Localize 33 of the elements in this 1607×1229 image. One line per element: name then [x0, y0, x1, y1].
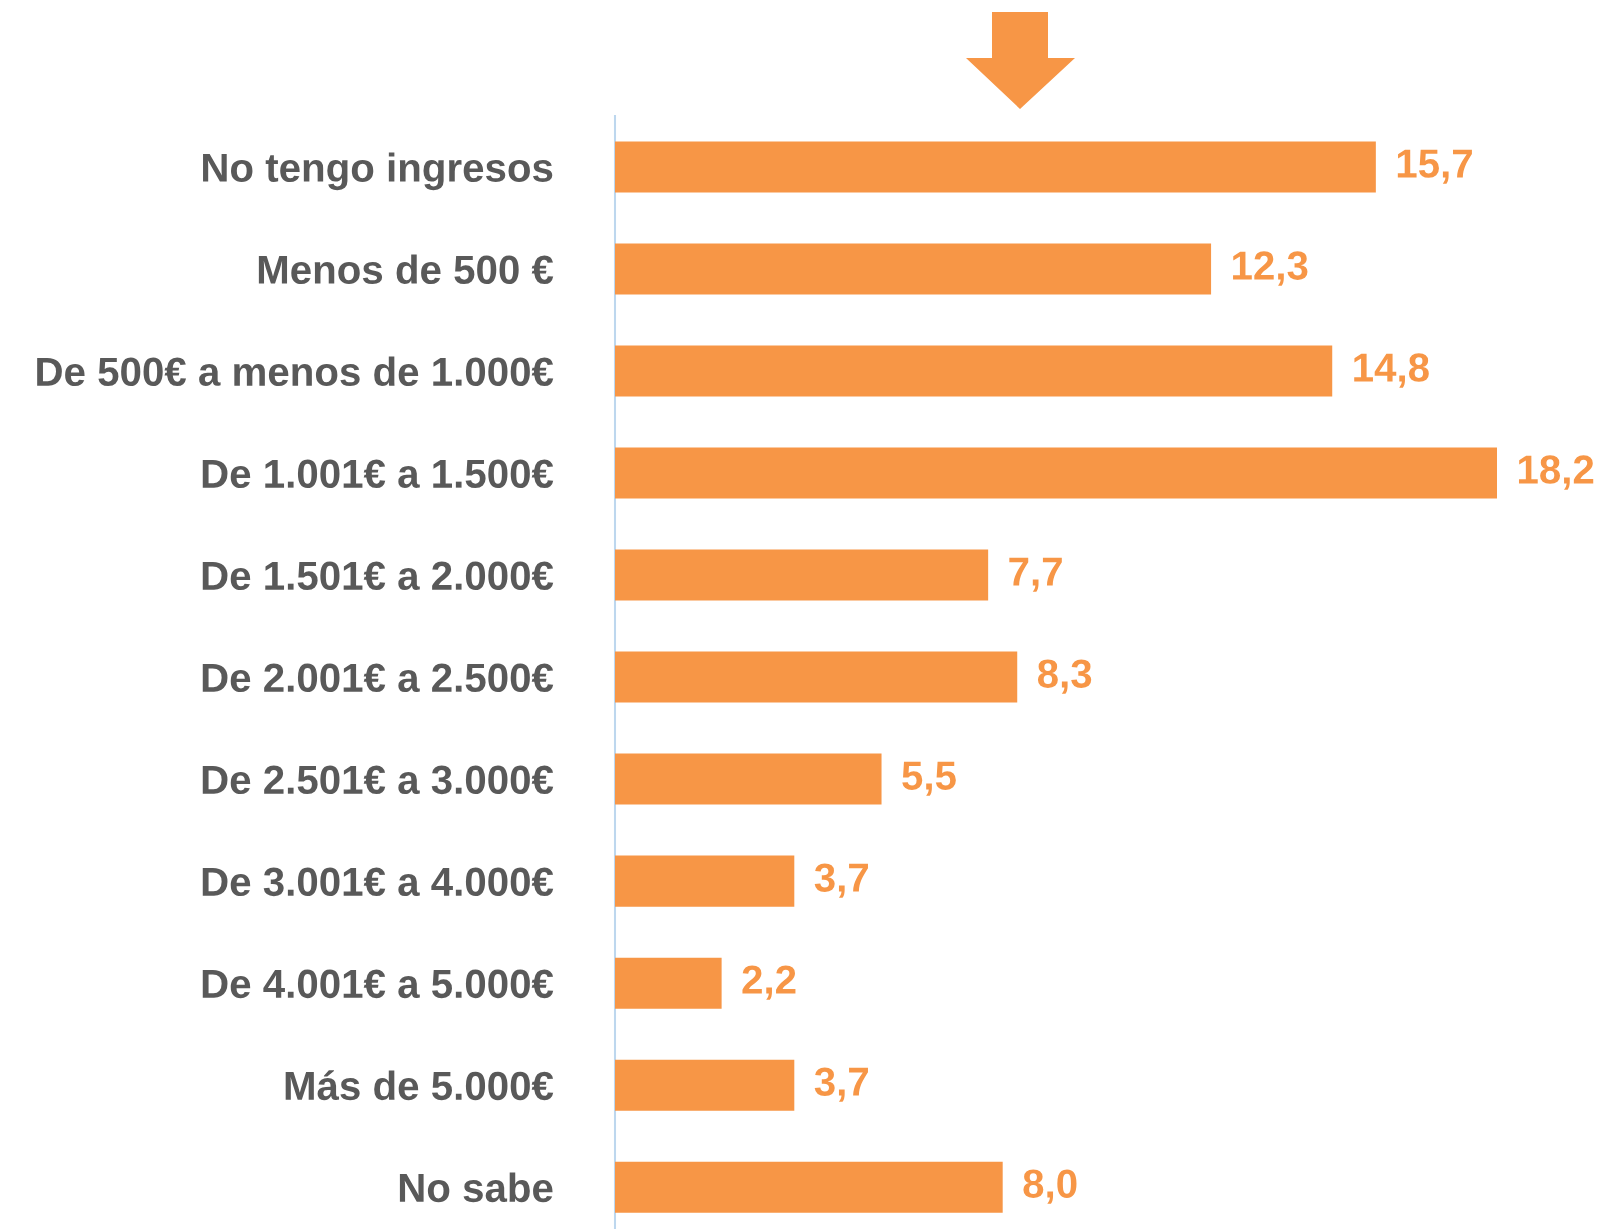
bar: [615, 141, 1376, 193]
data-label: 15,7: [1397, 149, 1472, 184]
y-tick-label: De 1.501€ a 2.000€: [202, 561, 554, 591]
bar: [615, 855, 795, 907]
bar: [615, 753, 882, 805]
data-label: 3,7: [814, 863, 868, 898]
y-tick-label: De 2.501€ a 3.000€: [202, 765, 554, 795]
bar: [615, 651, 1018, 703]
data-label: 12,3: [1233, 251, 1308, 286]
bar: [615, 549, 989, 601]
data-label: 14,8: [1354, 353, 1429, 388]
bar: [615, 243, 1212, 295]
data-label: 8,3: [1037, 659, 1092, 694]
y-tick-label: No sabe: [399, 1172, 553, 1203]
data-label: 2,2: [742, 965, 796, 1000]
bar: [615, 957, 722, 1009]
data-label: 8,0: [1023, 1169, 1077, 1204]
bar: [615, 1059, 795, 1111]
bar: [615, 345, 1333, 397]
y-tick-label: Más de 5.000€: [285, 1070, 554, 1101]
bar: [615, 447, 1497, 499]
y-tick-label: De 4.001€ a 5.000€: [202, 969, 554, 999]
y-tick-label: No tengo ingresos: [203, 152, 553, 191]
y-tick-label: De 3.001€ a 4.000€: [202, 867, 554, 897]
y-tick-label: De 500€ a menos de 1.000€: [37, 356, 554, 387]
data-label: 5,5: [902, 761, 956, 796]
y-tick-label: De 1.001€ a 1.500€: [202, 459, 554, 489]
data-label: 7,7: [1009, 557, 1062, 592]
bar: [615, 1161, 1003, 1213]
data-label: 3,7: [814, 1067, 868, 1102]
data-label: 18,2: [1518, 455, 1594, 490]
y-tick-label: Menos de 500 €: [258, 254, 554, 285]
y-tick-label: De 2.001€ a 2.500€: [202, 663, 554, 693]
